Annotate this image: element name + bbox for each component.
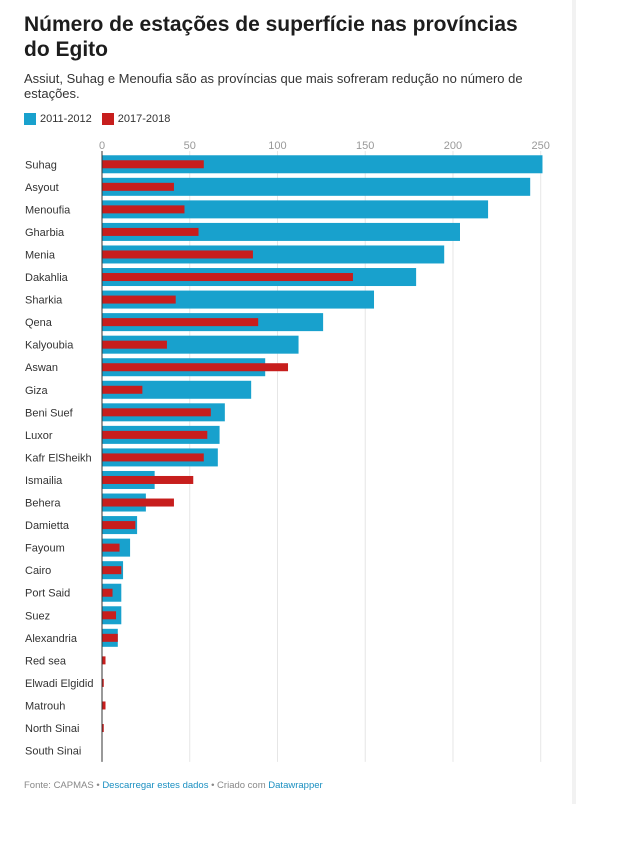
datawrapper-link[interactable]: Datawrapper: [268, 780, 323, 791]
bar-series2: [102, 250, 253, 259]
legend: 2011-2012 2017-2018: [24, 113, 180, 125]
category-label: Alexandria: [25, 633, 78, 645]
category-label: Port Said: [25, 588, 70, 600]
category-label: Menoufia: [25, 204, 71, 216]
category-label: Dakahlia: [25, 272, 69, 284]
bar-series2: [102, 453, 204, 462]
bar-series2: [102, 295, 176, 304]
category-label: Asyout: [25, 182, 59, 194]
bar-series2: [102, 633, 118, 642]
footer-sep2: • Criado com: [208, 780, 269, 791]
bar-series2: [102, 340, 167, 349]
bar-series1: [102, 177, 531, 196]
bar-series2: [102, 318, 259, 327]
footer-sep1: •: [93, 780, 103, 791]
legend-label-series1: 2011-2012: [40, 113, 92, 125]
legend-item-series2: 2017-2018: [101, 113, 171, 125]
bar-chart: 0 50 100 150 200 250 Suhag Asyout Menoufia Gharbi…: [25, 140, 550, 762]
bar-series1: [102, 245, 445, 264]
legend-swatch-series2: [101, 113, 114, 125]
bar-series1: [102, 380, 252, 399]
bar-series2: [102, 182, 174, 191]
bar-series2: [102, 588, 113, 597]
bar-series2: [102, 521, 136, 530]
bar-series1: [102, 290, 375, 309]
category-label: Matrouh: [25, 700, 65, 712]
category-label: Giza: [25, 385, 49, 397]
category-label: Menia: [25, 249, 56, 261]
bar-series2: [102, 408, 211, 417]
bar-series2: [102, 273, 353, 282]
category-label: Beni Suef: [25, 407, 74, 419]
category-label: Ismailia: [25, 475, 63, 487]
card-edge: [572, 0, 576, 804]
bar-series1: [102, 335, 299, 354]
chart-card: Número de estações de superfície nas pro…: [24, 13, 550, 791]
category-label: Aswan: [25, 362, 58, 374]
bar-series2: [102, 363, 289, 372]
bar-series2: [102, 543, 120, 552]
category-label: Elwadi Elgidid: [25, 678, 93, 690]
category-label: Red sea: [25, 655, 67, 667]
footer-source: Fonte: CAPMAS: [24, 780, 94, 791]
category-label: Qena: [25, 317, 53, 329]
bar-series2: [102, 227, 199, 236]
category-label: Behera: [25, 498, 61, 510]
category-label: Gharbia: [25, 227, 65, 239]
chart-title: Número de estações de superfície nas pro…: [24, 13, 518, 61]
bar-series2: [102, 724, 104, 733]
category-label: Sharkia: [25, 295, 63, 307]
bar-series2: [102, 385, 143, 394]
bar-series2: [102, 205, 185, 214]
legend-label-series2: 2017-2018: [117, 113, 171, 125]
category-label: Kalyoubia: [25, 340, 74, 352]
footer: Fonte: CAPMAS • Descarregar estes dados …: [24, 780, 323, 791]
x-tick-label: 50: [184, 140, 196, 152]
bar-series1: [102, 200, 489, 219]
category-label: Fayoum: [25, 543, 65, 555]
bar-series2: [102, 701, 106, 710]
category-label: North Sinai: [25, 723, 79, 735]
x-tick-label: 150: [356, 140, 374, 152]
bar-series2: [102, 656, 106, 665]
bar-series2: [102, 430, 208, 439]
bar-series2: [102, 566, 122, 575]
chart-subtitle: Assiut, Suhag e Menoufia são as provínci…: [24, 71, 523, 101]
bar-series1: [102, 155, 543, 174]
x-tick-label: 200: [444, 140, 462, 152]
category-label: Luxor: [25, 430, 53, 442]
category-label: Kafr ElSheikh: [25, 452, 92, 464]
category-label: Damietta: [25, 520, 70, 532]
bar-series2: [102, 498, 174, 507]
category-label: South Sinai: [25, 746, 81, 758]
bar-series1: [102, 222, 460, 241]
category-label: Suez: [25, 610, 50, 622]
bar-series2: [102, 678, 104, 687]
category-label: Cairo: [25, 565, 51, 577]
legend-item-series1: 2011-2012: [24, 113, 92, 125]
download-data-link[interactable]: Descarregar estes dados: [102, 780, 209, 791]
x-tick-label: 0: [99, 140, 105, 152]
bar-series2: [102, 160, 204, 169]
bar-series2: [102, 475, 194, 484]
bar-series2: [102, 611, 117, 620]
category-label: Suhag: [25, 159, 57, 171]
legend-swatch-series1: [24, 113, 36, 125]
x-tick-label: 100: [268, 140, 286, 152]
x-tick-label: 250: [532, 140, 550, 152]
